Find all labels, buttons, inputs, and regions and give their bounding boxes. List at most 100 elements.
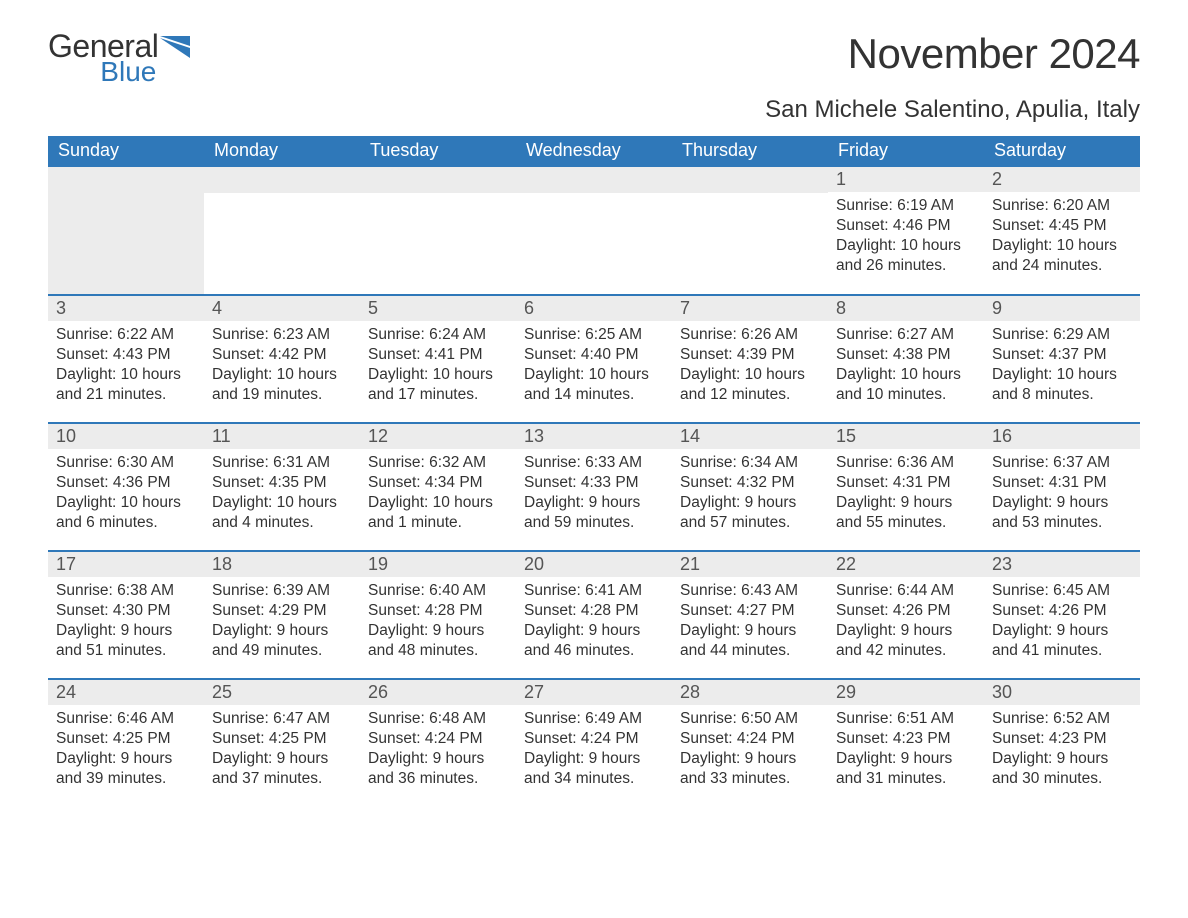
- sunset-text: Sunset: 4:31 PM: [836, 473, 976, 493]
- sunset-text: Sunset: 4:38 PM: [836, 345, 976, 365]
- day-details: Sunrise: 6:49 AMSunset: 4:24 PMDaylight:…: [516, 705, 672, 798]
- calendar-blank: [48, 167, 204, 295]
- day-number: 27: [516, 680, 672, 705]
- day-details: Sunrise: 6:46 AMSunset: 4:25 PMDaylight:…: [48, 705, 204, 798]
- sunrise-text: Sunrise: 6:22 AM: [56, 325, 196, 345]
- sunrise-text: Sunrise: 6:48 AM: [368, 709, 508, 729]
- day-number: 15: [828, 424, 984, 449]
- day-details: Sunrise: 6:24 AMSunset: 4:41 PMDaylight:…: [360, 321, 516, 414]
- daylight-text: Daylight: 10 hours and 26 minutes.: [836, 236, 976, 276]
- calendar-day: 28Sunrise: 6:50 AMSunset: 4:24 PMDayligh…: [672, 679, 828, 807]
- calendar-day: 15Sunrise: 6:36 AMSunset: 4:31 PMDayligh…: [828, 423, 984, 551]
- sunset-text: Sunset: 4:41 PM: [368, 345, 508, 365]
- calendar-table: SundayMondayTuesdayWednesdayThursdayFrid…: [48, 136, 1140, 807]
- sunset-text: Sunset: 4:36 PM: [56, 473, 196, 493]
- day-number: 28: [672, 680, 828, 705]
- calendar-day: 9Sunrise: 6:29 AMSunset: 4:37 PMDaylight…: [984, 295, 1140, 423]
- sunrise-text: Sunrise: 6:29 AM: [992, 325, 1132, 345]
- calendar-day: 16Sunrise: 6:37 AMSunset: 4:31 PMDayligh…: [984, 423, 1140, 551]
- day-details: Sunrise: 6:30 AMSunset: 4:36 PMDaylight:…: [48, 449, 204, 542]
- sunrise-text: Sunrise: 6:33 AM: [524, 453, 664, 473]
- sunset-text: Sunset: 4:42 PM: [212, 345, 352, 365]
- sunset-text: Sunset: 4:31 PM: [992, 473, 1132, 493]
- sunset-text: Sunset: 4:33 PM: [524, 473, 664, 493]
- day-details: Sunrise: 6:22 AMSunset: 4:43 PMDaylight:…: [48, 321, 204, 414]
- day-details: Sunrise: 6:44 AMSunset: 4:26 PMDaylight:…: [828, 577, 984, 670]
- calendar-day: 29Sunrise: 6:51 AMSunset: 4:23 PMDayligh…: [828, 679, 984, 807]
- sunrise-text: Sunrise: 6:34 AM: [680, 453, 820, 473]
- daylight-text: Daylight: 10 hours and 6 minutes.: [56, 493, 196, 533]
- day-number: 30: [984, 680, 1140, 705]
- calendar-day: 3Sunrise: 6:22 AMSunset: 4:43 PMDaylight…: [48, 295, 204, 423]
- day-number: 12: [360, 424, 516, 449]
- location-subtitle: San Michele Salentino, Apulia, Italy: [765, 96, 1140, 124]
- day-details: Sunrise: 6:52 AMSunset: 4:23 PMDaylight:…: [984, 705, 1140, 798]
- sunrise-text: Sunrise: 6:24 AM: [368, 325, 508, 345]
- sunrise-text: Sunrise: 6:26 AM: [680, 325, 820, 345]
- sunrise-text: Sunrise: 6:20 AM: [992, 196, 1132, 216]
- weekday-header: Thursday: [672, 136, 828, 167]
- day-details: Sunrise: 6:20 AMSunset: 4:45 PMDaylight:…: [984, 192, 1140, 285]
- calendar-day: 23Sunrise: 6:45 AMSunset: 4:26 PMDayligh…: [984, 551, 1140, 679]
- calendar-day: 1Sunrise: 6:19 AMSunset: 4:46 PMDaylight…: [828, 167, 984, 295]
- sunset-text: Sunset: 4:46 PM: [836, 216, 976, 236]
- calendar-day: 25Sunrise: 6:47 AMSunset: 4:25 PMDayligh…: [204, 679, 360, 807]
- calendar-day: 18Sunrise: 6:39 AMSunset: 4:29 PMDayligh…: [204, 551, 360, 679]
- day-number: 18: [204, 552, 360, 577]
- day-number: 3: [48, 296, 204, 321]
- day-number: 1: [828, 167, 984, 192]
- daylight-text: Daylight: 9 hours and 36 minutes.: [368, 749, 508, 789]
- sunset-text: Sunset: 4:27 PM: [680, 601, 820, 621]
- daylight-text: Daylight: 9 hours and 34 minutes.: [524, 749, 664, 789]
- calendar-day: 5Sunrise: 6:24 AMSunset: 4:41 PMDaylight…: [360, 295, 516, 423]
- day-details: Sunrise: 6:51 AMSunset: 4:23 PMDaylight:…: [828, 705, 984, 798]
- day-number: 4: [204, 296, 360, 321]
- calendar-day: 27Sunrise: 6:49 AMSunset: 4:24 PMDayligh…: [516, 679, 672, 807]
- calendar-day: 2Sunrise: 6:20 AMSunset: 4:45 PMDaylight…: [984, 167, 1140, 295]
- sunrise-text: Sunrise: 6:39 AM: [212, 581, 352, 601]
- day-details: Sunrise: 6:37 AMSunset: 4:31 PMDaylight:…: [984, 449, 1140, 542]
- day-details: Sunrise: 6:32 AMSunset: 4:34 PMDaylight:…: [360, 449, 516, 542]
- daylight-text: Daylight: 9 hours and 44 minutes.: [680, 621, 820, 661]
- calendar-blank: [360, 167, 516, 295]
- daylight-text: Daylight: 9 hours and 53 minutes.: [992, 493, 1132, 533]
- day-number: 26: [360, 680, 516, 705]
- sunrise-text: Sunrise: 6:43 AM: [680, 581, 820, 601]
- sunset-text: Sunset: 4:23 PM: [992, 729, 1132, 749]
- daylight-text: Daylight: 9 hours and 48 minutes.: [368, 621, 508, 661]
- day-details: Sunrise: 6:47 AMSunset: 4:25 PMDaylight:…: [204, 705, 360, 798]
- calendar-blank: [204, 167, 360, 295]
- day-number: 22: [828, 552, 984, 577]
- sunrise-text: Sunrise: 6:51 AM: [836, 709, 976, 729]
- calendar-day: 13Sunrise: 6:33 AMSunset: 4:33 PMDayligh…: [516, 423, 672, 551]
- day-number: 23: [984, 552, 1140, 577]
- sunset-text: Sunset: 4:28 PM: [368, 601, 508, 621]
- calendar-day: 12Sunrise: 6:32 AMSunset: 4:34 PMDayligh…: [360, 423, 516, 551]
- sunrise-text: Sunrise: 6:47 AM: [212, 709, 352, 729]
- sunset-text: Sunset: 4:23 PM: [836, 729, 976, 749]
- day-details: Sunrise: 6:50 AMSunset: 4:24 PMDaylight:…: [672, 705, 828, 798]
- daylight-text: Daylight: 10 hours and 24 minutes.: [992, 236, 1132, 276]
- day-details: Sunrise: 6:41 AMSunset: 4:28 PMDaylight:…: [516, 577, 672, 670]
- sunrise-text: Sunrise: 6:32 AM: [368, 453, 508, 473]
- sunrise-text: Sunrise: 6:49 AM: [524, 709, 664, 729]
- day-number: 21: [672, 552, 828, 577]
- calendar-day: 4Sunrise: 6:23 AMSunset: 4:42 PMDaylight…: [204, 295, 360, 423]
- calendar-day: 30Sunrise: 6:52 AMSunset: 4:23 PMDayligh…: [984, 679, 1140, 807]
- sunrise-text: Sunrise: 6:44 AM: [836, 581, 976, 601]
- sunrise-text: Sunrise: 6:25 AM: [524, 325, 664, 345]
- day-details: Sunrise: 6:27 AMSunset: 4:38 PMDaylight:…: [828, 321, 984, 414]
- sunset-text: Sunset: 4:43 PM: [56, 345, 196, 365]
- day-number: 17: [48, 552, 204, 577]
- sunset-text: Sunset: 4:25 PM: [56, 729, 196, 749]
- daylight-text: Daylight: 9 hours and 41 minutes.: [992, 621, 1132, 661]
- sunrise-text: Sunrise: 6:30 AM: [56, 453, 196, 473]
- sunrise-text: Sunrise: 6:37 AM: [992, 453, 1132, 473]
- day-details: Sunrise: 6:34 AMSunset: 4:32 PMDaylight:…: [672, 449, 828, 542]
- day-details: Sunrise: 6:40 AMSunset: 4:28 PMDaylight:…: [360, 577, 516, 670]
- daylight-text: Daylight: 9 hours and 37 minutes.: [212, 749, 352, 789]
- sunset-text: Sunset: 4:30 PM: [56, 601, 196, 621]
- day-details: Sunrise: 6:19 AMSunset: 4:46 PMDaylight:…: [828, 192, 984, 285]
- sunrise-text: Sunrise: 6:31 AM: [212, 453, 352, 473]
- daylight-text: Daylight: 10 hours and 8 minutes.: [992, 365, 1132, 405]
